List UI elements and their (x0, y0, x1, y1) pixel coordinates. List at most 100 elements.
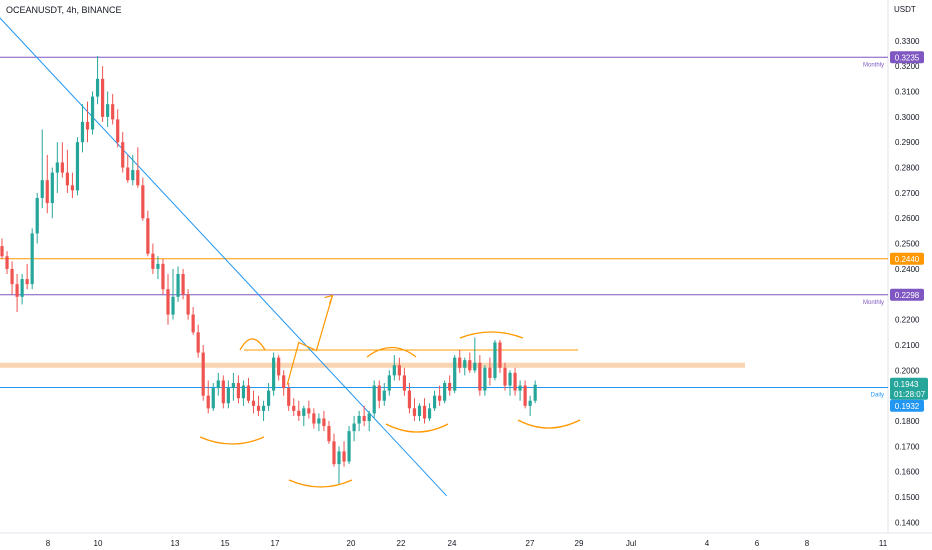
level-tag: Daily (871, 393, 884, 399)
x-tick-label: 8 (46, 539, 51, 548)
candle-body (287, 388, 291, 406)
candle-body (5, 256, 9, 269)
x-tick-label: 15 (221, 539, 230, 548)
candle-body (236, 382, 241, 399)
candle-body (136, 170, 140, 186)
candle-body (518, 385, 522, 391)
last-price-badge (890, 377, 928, 400)
currency-label: USDT (894, 5, 916, 14)
y-tick-label: 0.1800 (895, 417, 920, 426)
candle-body (106, 104, 110, 117)
candle-body (357, 415, 361, 424)
candle-body (282, 375, 286, 389)
candle-body (302, 408, 306, 416)
candle-body (171, 296, 175, 315)
candle-body (116, 119, 120, 143)
candle-body (126, 167, 130, 181)
resistance-zone (0, 362, 745, 368)
candle-body (256, 405, 261, 411)
candle-body (176, 274, 180, 297)
y-tick-label: 0.3300 (895, 37, 920, 46)
x-tick-label: 20 (347, 539, 356, 548)
candle-body (277, 357, 281, 376)
y-tick-label: 0.2700 (895, 189, 920, 198)
candle-body (352, 423, 356, 432)
candle-body (473, 362, 477, 371)
countdown-text: 01:28:07 (894, 390, 926, 399)
x-tick-label: 22 (397, 539, 406, 548)
pattern-arc (459, 331, 524, 339)
candle-body (121, 142, 125, 168)
candle-body (25, 279, 29, 285)
x-tick-label: 6 (755, 539, 760, 548)
x-tick-label: 11 (879, 539, 888, 548)
candle-body (483, 367, 487, 391)
candle-body (111, 104, 115, 120)
candle-body (478, 362, 482, 391)
candle-body (523, 385, 527, 406)
candle-body (141, 185, 145, 219)
candle-body (443, 382, 447, 401)
candle-body (186, 294, 190, 315)
projection-arrow-head (324, 294, 334, 304)
candle-body (161, 263, 165, 290)
pattern-arc (199, 436, 265, 445)
x-tick-label: 27 (526, 539, 535, 548)
candle-body (35, 197, 39, 234)
candle-body (432, 395, 437, 409)
x-tick-label: 4 (705, 539, 710, 548)
candle-body (407, 390, 412, 409)
candle-body (438, 395, 442, 401)
candle-body (528, 400, 532, 406)
y-tick-label: 0.2800 (895, 164, 920, 173)
candle-body (65, 172, 69, 186)
level-price-badge (890, 288, 924, 301)
candle-body (533, 384, 537, 401)
candle-body (221, 380, 225, 404)
candle-body (292, 405, 296, 411)
candle-body (402, 375, 406, 391)
candle-body (317, 418, 321, 424)
candle-body (101, 78, 105, 117)
candle-body (397, 365, 401, 376)
last-price-text: 0.1943 (894, 380, 919, 389)
level-tag: Monthly (863, 62, 884, 68)
y-tick-label: 0.2500 (895, 240, 920, 249)
candle-body (231, 382, 235, 389)
x-tick-label: 13 (171, 539, 180, 548)
x-tick-label: 8 (805, 539, 810, 548)
x-tick-label: 10 (94, 539, 103, 548)
level-tag: Monthly (863, 300, 884, 306)
candle-body (20, 279, 24, 297)
candle-body (191, 314, 195, 333)
candle-body (196, 332, 200, 353)
price-axis-bg (888, 0, 932, 550)
level-price-badge-text: 0.2440 (895, 255, 920, 264)
candle-body (151, 253, 155, 269)
level-price-badge (890, 252, 924, 265)
y-tick-label: 0.3000 (895, 113, 920, 122)
level-price-badge-text: 0.3235 (895, 53, 920, 62)
candle-body (30, 233, 34, 285)
y-tick-label: 0.2200 (895, 316, 920, 325)
candle-body (448, 382, 452, 391)
candle-body (503, 367, 507, 386)
x-tick-label: 24 (448, 539, 457, 548)
y-tick-label: 0.2400 (895, 265, 920, 274)
candle-body (297, 410, 301, 416)
candle-body (166, 289, 170, 315)
daily-price-badge-text: 0.1932 (895, 402, 920, 411)
x-tick-label: 29 (575, 539, 584, 548)
candle-body (337, 451, 341, 465)
candle-body (60, 162, 64, 173)
candle-body (226, 388, 230, 404)
level-price-badge (890, 51, 924, 64)
descending-trendline (0, 17, 448, 497)
candle-body (10, 268, 14, 285)
level-price-badge-text: 0.2298 (895, 291, 920, 300)
candle-body (342, 451, 346, 462)
candle-body (251, 400, 256, 406)
candle-body (246, 385, 251, 401)
candle-body (75, 142, 80, 191)
